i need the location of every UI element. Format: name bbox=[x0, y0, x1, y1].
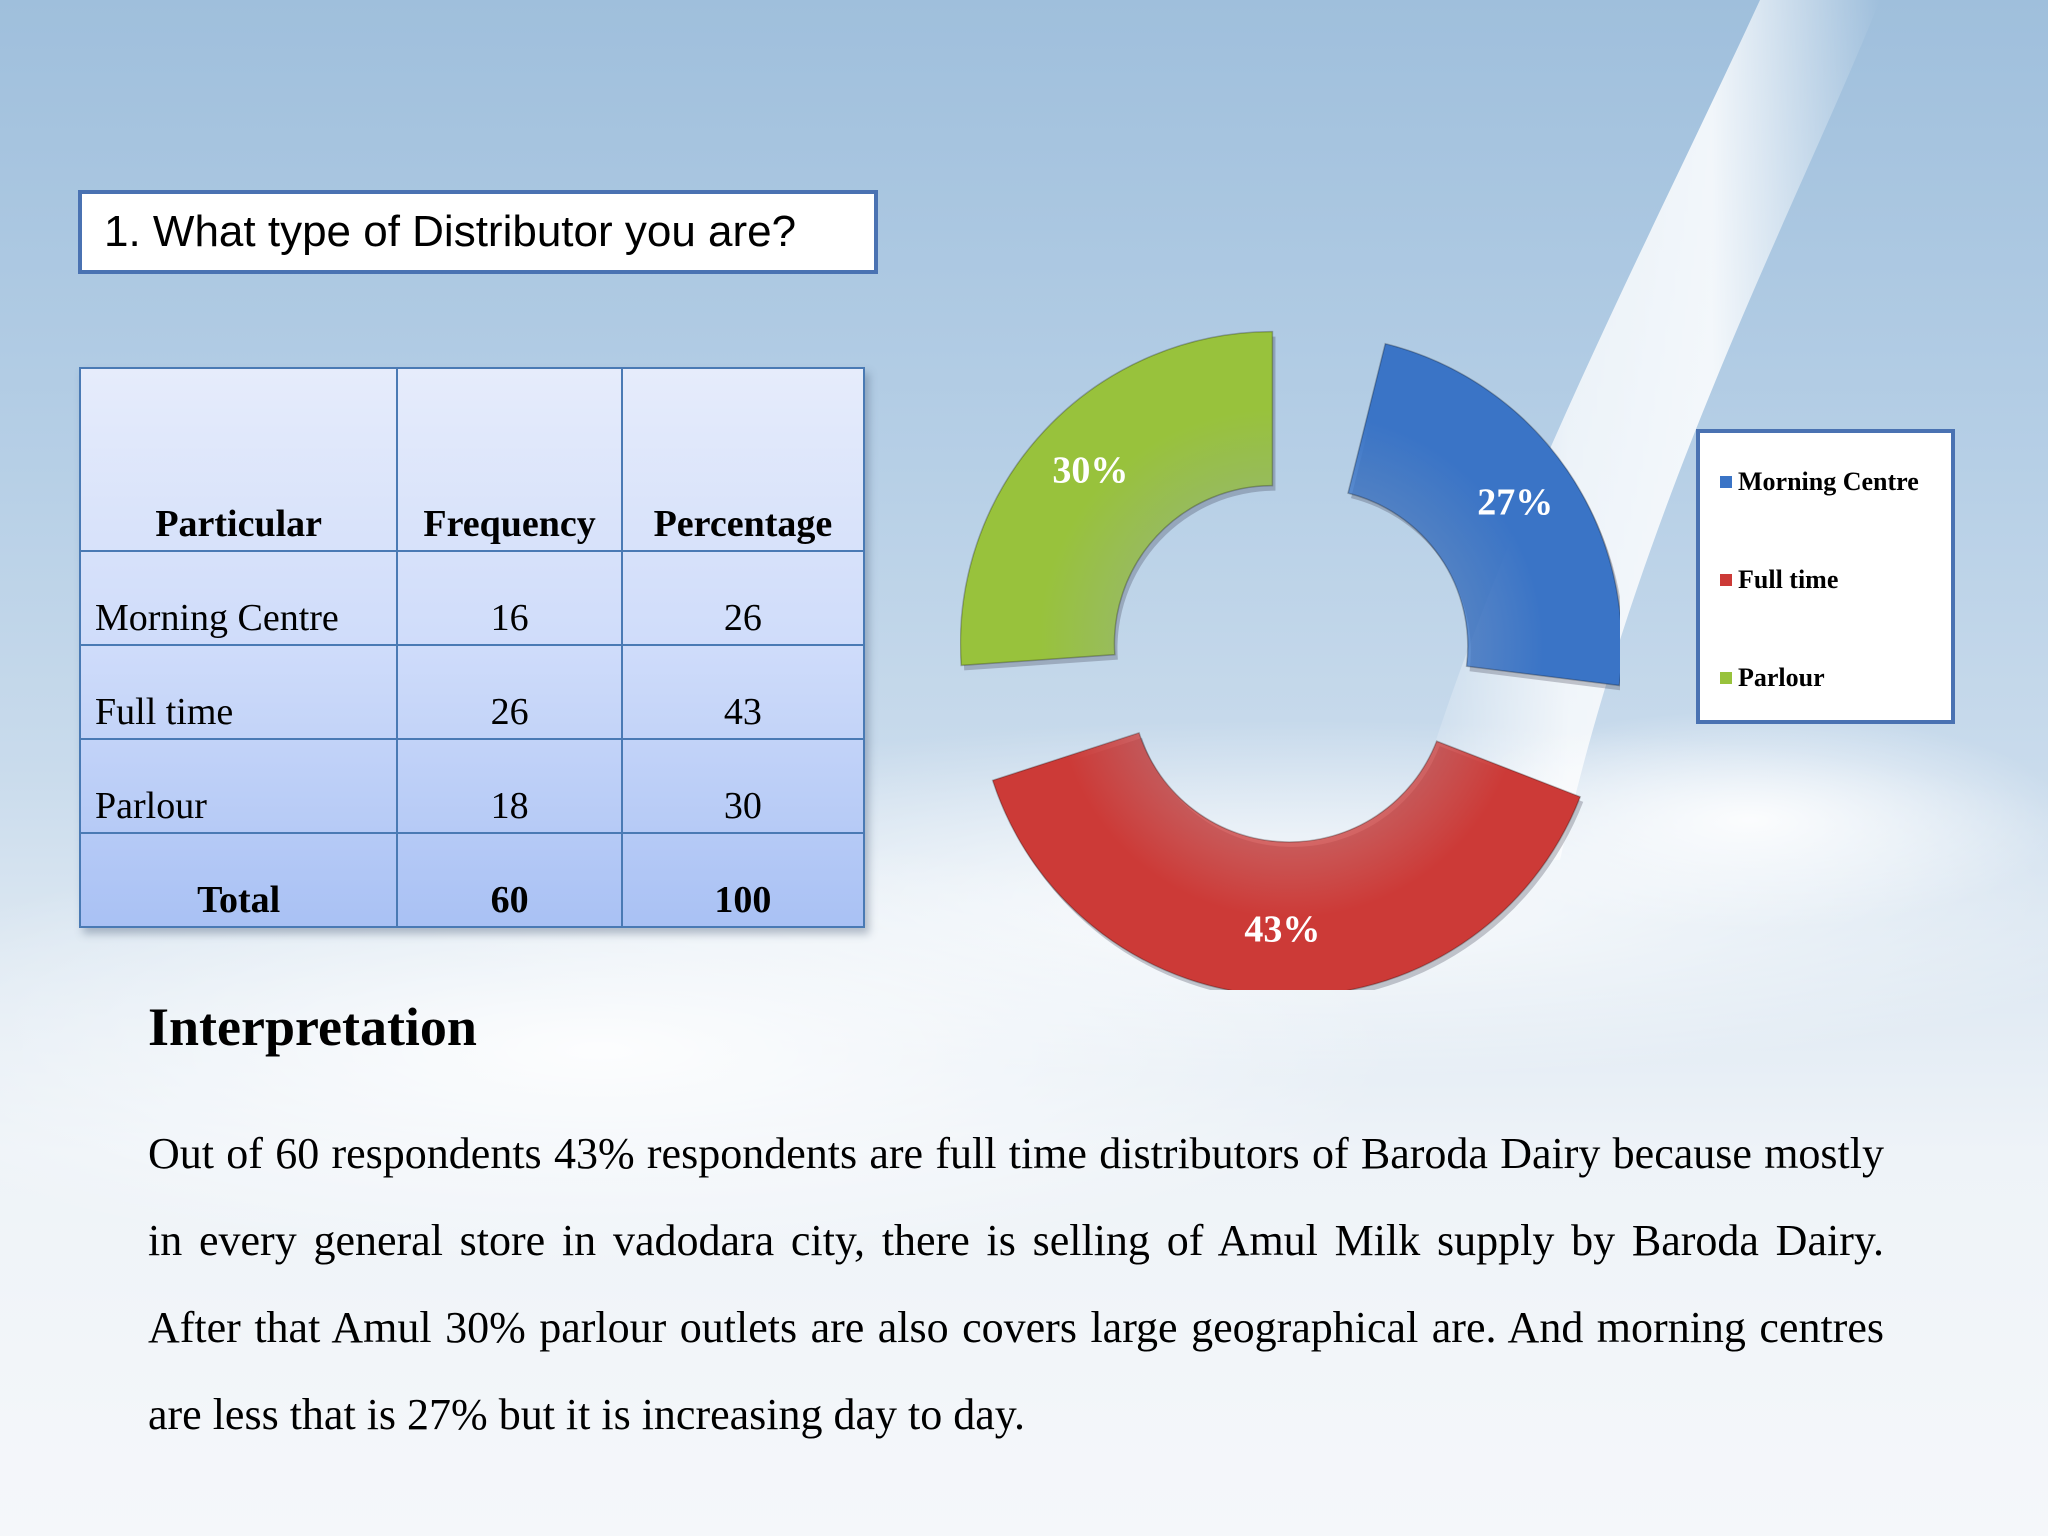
legend-item-morning-centre: Morning Centre bbox=[1720, 467, 1919, 497]
legend-label: Parlour bbox=[1738, 663, 1825, 692]
header-frequency: Frequency bbox=[396, 367, 623, 552]
legend-swatch bbox=[1720, 672, 1732, 684]
legend-label: Morning Centre bbox=[1738, 467, 1919, 496]
doughnut-segment-morning-centre bbox=[1347, 342, 1620, 687]
legend-swatch bbox=[1720, 574, 1732, 586]
data-label-parlour: 30% bbox=[1052, 450, 1128, 492]
header-particular: Particular bbox=[78, 367, 399, 552]
legend-item-parlour: Parlour bbox=[1720, 663, 1825, 693]
interpretation-title: Interpretation bbox=[148, 997, 477, 1057]
question-title: 1. What type of Distributor you are? bbox=[78, 190, 878, 274]
interpretation-text: Out of 60 respondents 43% respondents ar… bbox=[148, 1129, 1884, 1439]
table-total-row: Total 60 100 bbox=[78, 832, 866, 928]
row-percentage: 43 bbox=[620, 644, 866, 740]
total-label: Total bbox=[78, 832, 399, 928]
doughnut-segment-full-time bbox=[991, 731, 1582, 990]
legend-item-full-time: Full time bbox=[1720, 565, 1838, 595]
total-frequency: 60 bbox=[396, 832, 623, 928]
table-header-row: Particular Frequency Percentage bbox=[78, 367, 866, 552]
question-text: 1. What type of Distributor you are? bbox=[104, 207, 797, 256]
row-label: Full time bbox=[78, 644, 399, 740]
data-label-full-time: 43% bbox=[1244, 909, 1320, 951]
row-frequency: 18 bbox=[396, 738, 623, 834]
row-percentage: 30 bbox=[620, 738, 866, 834]
row-label: Morning Centre bbox=[78, 550, 399, 646]
doughnut-segment-parlour bbox=[960, 330, 1274, 667]
table-row: Parlour 18 30 bbox=[78, 738, 866, 834]
chart-legend: Morning Centre Full time Parlour bbox=[1696, 429, 1955, 724]
row-frequency: 26 bbox=[396, 644, 623, 740]
row-frequency: 16 bbox=[396, 550, 623, 646]
table-row: Morning Centre 16 26 bbox=[78, 550, 866, 646]
total-percentage: 100 bbox=[620, 832, 866, 928]
data-label-morning-centre: 27% bbox=[1477, 481, 1553, 523]
doughnut-chart: 27% 43% 30% bbox=[960, 330, 1620, 990]
distributor-table: Particular Frequency Percentage Morning … bbox=[78, 367, 866, 928]
legend-swatch bbox=[1720, 476, 1732, 488]
row-percentage: 26 bbox=[620, 550, 866, 646]
row-label: Parlour bbox=[78, 738, 399, 834]
table-row: Full time 26 43 bbox=[78, 644, 866, 740]
legend-label: Full time bbox=[1738, 565, 1839, 594]
header-percentage: Percentage bbox=[620, 367, 866, 552]
